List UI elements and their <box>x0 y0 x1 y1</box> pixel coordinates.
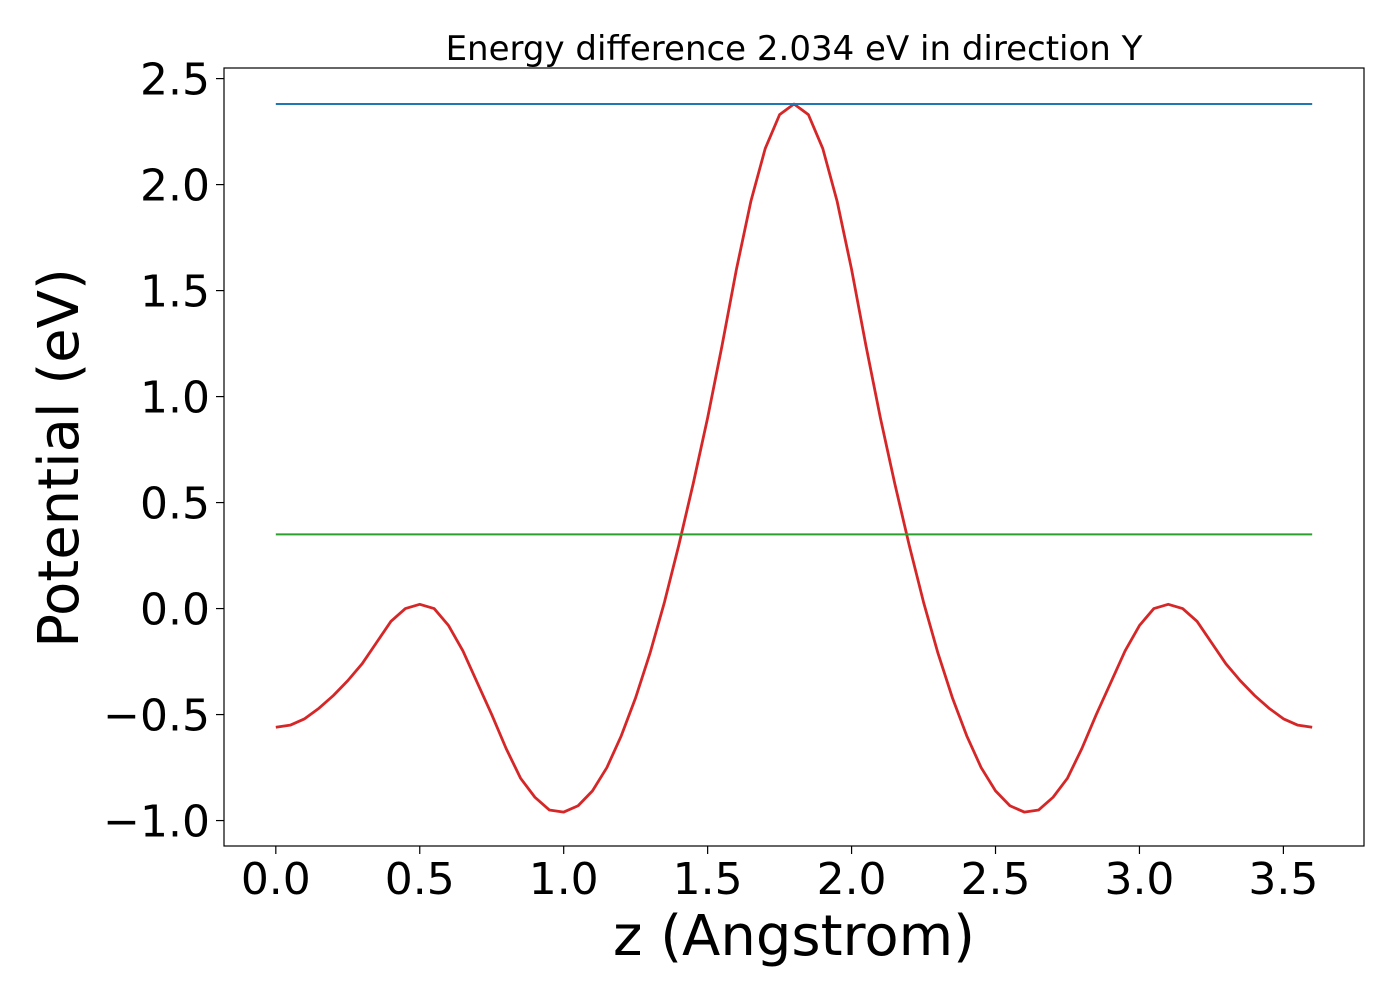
x-tick-label: 3.5 <box>1248 854 1318 905</box>
chart-title: Energy difference 2.034 eV in direction … <box>446 29 1143 69</box>
x-tick-label: 0.0 <box>241 854 311 905</box>
y-tick-label: 2.0 <box>140 161 210 212</box>
x-tick-label: 2.5 <box>961 854 1031 905</box>
x-axis-label: z (Angstrom) <box>613 904 975 969</box>
y-tick-label: 1.5 <box>140 267 210 318</box>
y-tick-label: 0.5 <box>140 479 210 530</box>
y-axis: −1.0 −0.5 0.0 0.5 1.0 1.5 2.0 2.5 <box>103 55 224 848</box>
x-axis: 0.0 0.5 1.0 1.5 2.0 2.5 3.0 3.5 <box>241 846 1318 905</box>
x-tick-label: 2.0 <box>817 854 887 905</box>
x-tick-label: 1.0 <box>529 854 599 905</box>
y-axis-label: Potential (eV) <box>27 268 92 648</box>
x-tick-label: 1.5 <box>673 854 743 905</box>
y-tick-label: 1.0 <box>140 373 210 424</box>
series-layer <box>275 102 1313 814</box>
y-tick-label: −0.5 <box>103 691 210 742</box>
y-tick-label: 0.0 <box>140 585 210 636</box>
x-tick-label: 0.5 <box>385 854 455 905</box>
x-tick-label: 3.0 <box>1104 854 1174 905</box>
y-tick-label: 2.5 <box>140 55 210 106</box>
plot-frame <box>223 67 1365 847</box>
y-tick-label: −1.0 <box>103 797 210 848</box>
